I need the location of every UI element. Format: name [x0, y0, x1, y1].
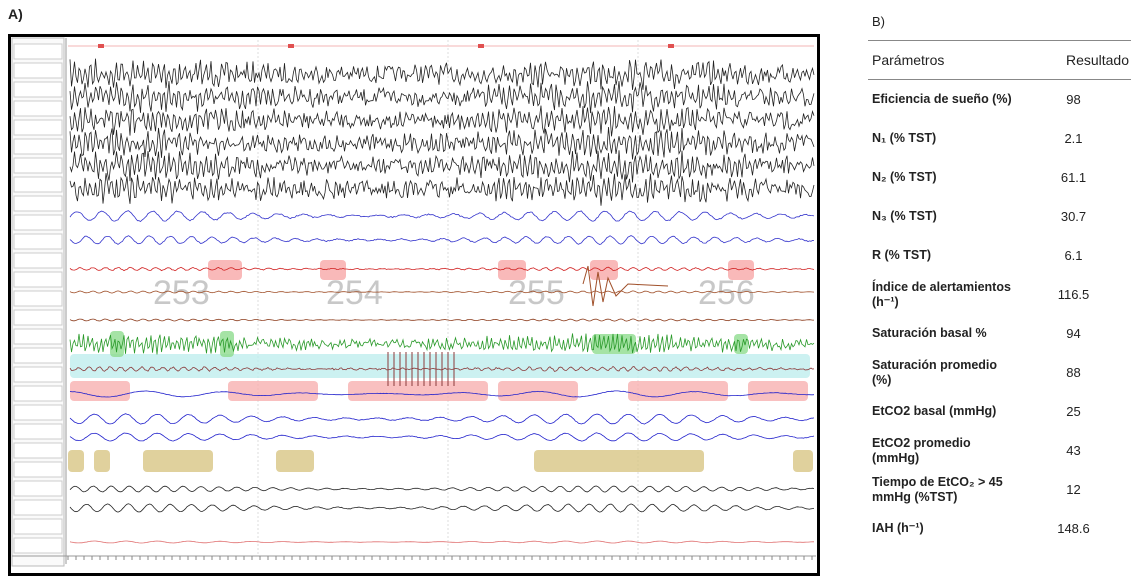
- table-row: N₂ (% TST)61.1: [868, 158, 1131, 197]
- channel-label: [14, 367, 62, 382]
- channel-label: [14, 196, 62, 211]
- channel-label: [14, 348, 62, 363]
- event-box: [276, 450, 314, 472]
- page: A) B) 253254255256 Parámetros Resultado …: [0, 0, 1131, 579]
- channel-label: [14, 462, 62, 477]
- parameter-cell: Eficiencia de sueño (%): [868, 80, 1016, 120]
- table-row: Saturación basal %94: [868, 314, 1131, 353]
- result-cell: 61.1: [1016, 158, 1131, 197]
- channel-label: [14, 63, 62, 78]
- result-cell: 25: [1016, 392, 1131, 431]
- channel-label: [14, 386, 62, 401]
- parameter-cell: N₂ (% TST): [868, 158, 1016, 197]
- parameter-cell: R (% TST): [868, 236, 1016, 275]
- channel-label: [14, 120, 62, 135]
- channel-label: [14, 519, 62, 534]
- marker: [98, 44, 104, 48]
- channel-label: [14, 405, 62, 420]
- parameter-cell: EtCO2 basal (mmHg): [868, 392, 1016, 431]
- panel-label: A): [8, 6, 23, 22]
- parameter-cell: N₃ (% TST): [868, 197, 1016, 236]
- event-box: [68, 450, 84, 472]
- table-row: N₁ (% TST)2.1: [868, 119, 1131, 158]
- parameter-cell: Tiempo de EtCO₂ > 45 mmHg (%TST): [868, 470, 1016, 509]
- channel-label: [14, 424, 62, 439]
- header-cell: Resultado: [1016, 41, 1131, 80]
- channel-label: [14, 82, 62, 97]
- channel-label: [14, 481, 62, 496]
- table-row: EtCO2 promedio (mmHg)43: [868, 431, 1131, 470]
- table-row: IAH (h⁻¹)148.6: [868, 509, 1131, 548]
- parameter-cell: IAH (h⁻¹): [868, 509, 1016, 548]
- result-cell: 116.5: [1016, 275, 1131, 314]
- parameter-cell: N₁ (% TST): [868, 119, 1016, 158]
- channel-label: [14, 538, 62, 553]
- channel-label: [14, 234, 62, 249]
- channel-label: [14, 310, 62, 325]
- event-box: [70, 381, 130, 401]
- event-box: [110, 331, 124, 357]
- table-row: Tiempo de EtCO₂ > 45 mmHg (%TST)12: [868, 470, 1131, 509]
- result-cell: 94: [1016, 314, 1131, 353]
- table-row: Saturación promedio (%)88: [868, 353, 1131, 392]
- channel-label: [14, 101, 62, 116]
- channel-label: [14, 272, 62, 287]
- marker: [478, 44, 484, 48]
- channel-label: [14, 443, 62, 458]
- table-row: Eficiencia de sueño (%)98: [868, 80, 1131, 120]
- event-box: [628, 381, 728, 401]
- channel-label: [14, 177, 62, 192]
- event-box: [728, 260, 754, 280]
- parameter-cell: Saturación basal %: [868, 314, 1016, 353]
- channel-label: [14, 139, 62, 154]
- result-cell: 98: [1016, 80, 1131, 120]
- channel-label: [14, 500, 62, 515]
- table-row: EtCO2 basal (mmHg)25: [868, 392, 1131, 431]
- channel-label: [14, 215, 62, 230]
- result-cell: 148.6: [1016, 509, 1131, 548]
- panel-label: B): [872, 14, 885, 29]
- event-box: [320, 260, 346, 280]
- result-cell: 43: [1016, 431, 1131, 470]
- results-table: Parámetros Resultado Eficiencia de sueño…: [868, 40, 1131, 548]
- event-box: [70, 354, 810, 378]
- result-cell: 2.1: [1016, 119, 1131, 158]
- channel-label: [14, 44, 62, 59]
- event-box: [228, 381, 318, 401]
- channel-label: [14, 291, 62, 306]
- result-cell: 6.1: [1016, 236, 1131, 275]
- marker: [288, 44, 294, 48]
- result-cell: 12: [1016, 470, 1131, 509]
- result-cell: 88: [1016, 353, 1131, 392]
- event-box: [94, 450, 110, 472]
- parameter-cell: Saturación promedio (%): [868, 353, 1016, 392]
- event-box: [143, 450, 213, 472]
- parameter-cell: Índice de alertamientos (h⁻¹): [868, 275, 1016, 314]
- table-row: R (% TST)6.1: [868, 236, 1131, 275]
- table-row: Índice de alertamientos (h⁻¹)116.5: [868, 275, 1131, 314]
- parameter-cell: EtCO2 promedio (mmHg): [868, 431, 1016, 470]
- channel-label: [14, 329, 62, 344]
- event-box: [534, 450, 704, 472]
- channel-label: [14, 158, 62, 173]
- event-box: [748, 381, 808, 401]
- channel-label: [14, 253, 62, 268]
- result-cell: 30.7: [1016, 197, 1131, 236]
- marker: [668, 44, 674, 48]
- header-cell: Parámetros: [868, 41, 1016, 80]
- table-row: N₃ (% TST)30.7: [868, 197, 1131, 236]
- event-box: [793, 450, 813, 472]
